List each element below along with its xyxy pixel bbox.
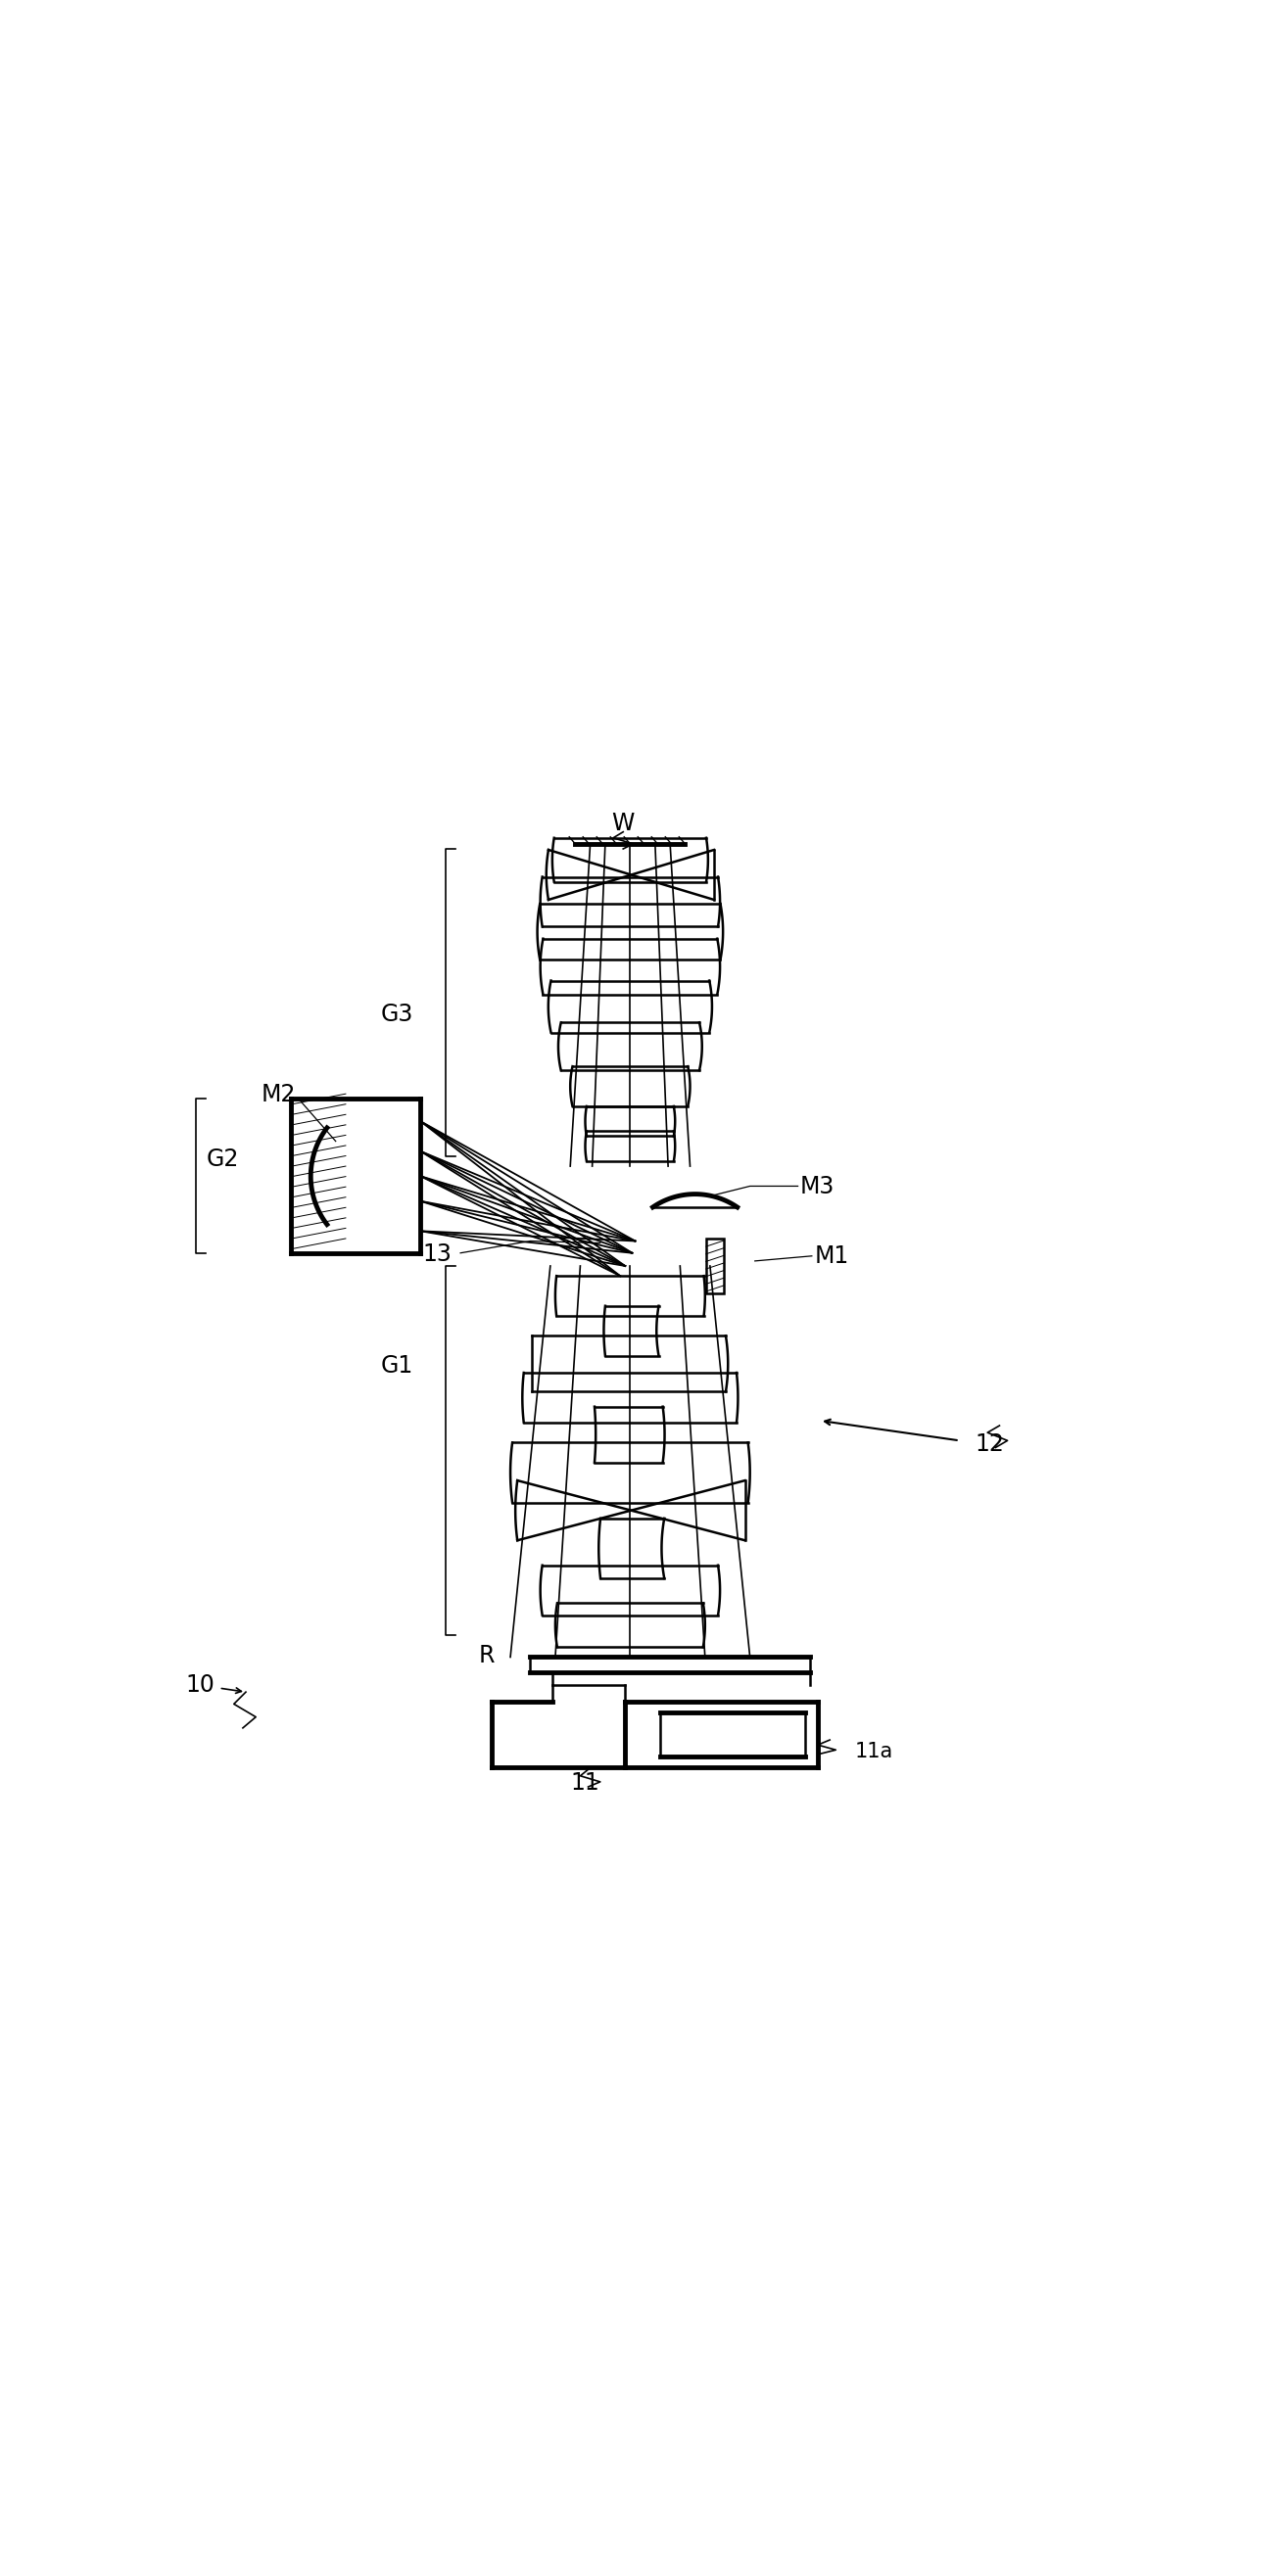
Text: 11: 11: [571, 1772, 600, 1795]
Text: 11a: 11a: [855, 1741, 893, 1762]
Text: 10: 10: [185, 1674, 215, 1698]
Text: 13: 13: [422, 1242, 452, 1265]
Text: M2: M2: [260, 1082, 295, 1105]
Text: G2: G2: [206, 1146, 238, 1172]
Text: 12: 12: [975, 1432, 1003, 1455]
Text: M1: M1: [815, 1244, 849, 1267]
Bar: [706, 1239, 724, 1293]
Text: G3: G3: [381, 1002, 413, 1025]
Text: R: R: [478, 1643, 495, 1667]
Text: M3: M3: [800, 1175, 835, 1198]
Text: G1: G1: [381, 1355, 413, 1378]
Text: W: W: [612, 811, 635, 835]
